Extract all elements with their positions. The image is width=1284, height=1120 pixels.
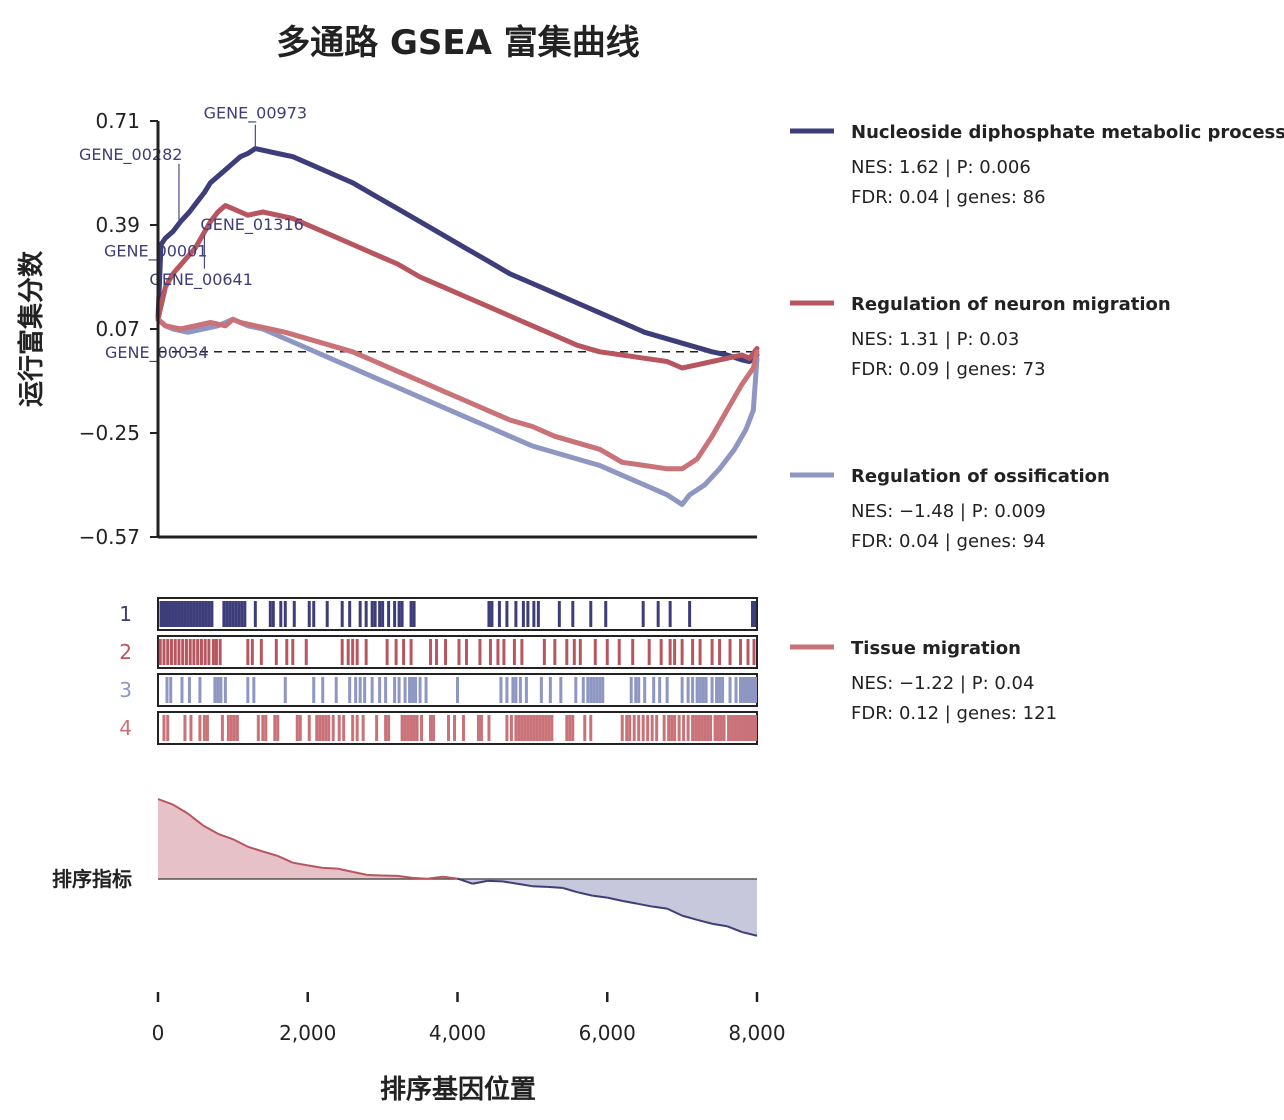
legend-fdr: FDR: 0.04 | genes: 94 <box>851 531 1046 552</box>
metric-outline <box>157 798 174 806</box>
metric-outline <box>262 850 279 857</box>
metric-outline <box>577 891 593 897</box>
y-tick-label: −0.57 <box>79 525 140 549</box>
metric-positive-area <box>158 799 757 879</box>
hit-tracks: 1 2 3 4 <box>119 597 758 745</box>
metric-outline <box>172 803 189 815</box>
legend-nes: NES: 1.31 | P: 0.03 <box>851 329 1019 350</box>
metric-outline <box>681 914 698 921</box>
metric-outline <box>547 885 563 889</box>
series-line-2 <box>155 203 760 371</box>
gene-annotation: GENE_00282 <box>79 145 182 165</box>
metric-outline <box>202 824 219 835</box>
track-label-3: 3 <box>119 678 132 702</box>
metric-outline <box>622 899 638 905</box>
series-line-1 <box>155 146 760 364</box>
metric-outline <box>592 894 608 899</box>
x-tick-label: 2,000 <box>279 1021 336 1045</box>
metric-outline <box>247 845 264 853</box>
legend-nes: NES: −1.22 | P: 0.04 <box>851 673 1034 694</box>
metric-outline <box>637 902 653 908</box>
legend-nes: NES: 1.62 | P: 0.006 <box>851 157 1031 178</box>
metric-outline <box>726 925 743 933</box>
metric-outline <box>457 877 473 885</box>
y-tick-label: 0.39 <box>95 213 140 237</box>
x-tick-label: 6,000 <box>579 1021 636 1045</box>
series-line-4 <box>155 316 760 472</box>
metric-outline <box>187 812 204 827</box>
legend: Nucleoside diphosphate metabolic process… <box>790 122 1284 724</box>
track-label-2: 2 <box>119 640 132 664</box>
y-axis-label: 运行富集分数 <box>16 250 47 407</box>
legend-series-name: Tissue migration <box>851 638 1021 659</box>
x-axis: 0 2,000 4,000 6,000 8,000 <box>152 992 786 1045</box>
gene-annotation: GENE_01316 <box>200 215 303 235</box>
legend-fdr: FDR: 0.12 | genes: 121 <box>851 703 1057 724</box>
legend-fdr: FDR: 0.09 | genes: 73 <box>851 359 1046 380</box>
metric-outline <box>292 861 308 867</box>
series-line-3 <box>155 316 760 507</box>
metric-outline <box>666 907 683 917</box>
x-tick-label: 8,000 <box>728 1021 785 1045</box>
metric-outline <box>307 864 323 869</box>
legend-series-name: Regulation of neuron migration <box>851 294 1171 315</box>
y-tick-label: 0.71 <box>95 109 140 133</box>
metric-outline <box>322 866 338 870</box>
metric-outline <box>472 879 488 885</box>
x-tick-label: 4,000 <box>429 1021 486 1045</box>
metric-outline <box>517 882 533 888</box>
x-tick-label: 0 <box>152 1021 165 1045</box>
metric-outline <box>397 874 413 879</box>
legend-fdr: FDR: 0.04 | genes: 86 <box>851 187 1046 208</box>
metric-outline <box>337 867 353 873</box>
metric-outline <box>367 873 383 877</box>
gene-annotation: GENE_00641 <box>149 270 252 290</box>
metric-outline <box>352 870 368 876</box>
metric-outline <box>652 905 668 910</box>
metric-outline <box>562 886 578 894</box>
track-label-4: 4 <box>119 716 132 740</box>
ranked-metric-panel: 排序指标 <box>52 798 758 937</box>
y-tick-label: −0.25 <box>79 421 140 445</box>
metric-outline <box>427 875 443 880</box>
metric-outline <box>217 832 234 841</box>
x-axis-label: 排序基因位置 <box>380 1074 536 1105</box>
ranked-metric-label: 排序指标 <box>52 867 132 891</box>
enrichment-score-panel: GENE_00973 GENE_00282 GENE_01316 GENE_00641… <box>79 104 760 549</box>
metric-outline <box>532 885 548 888</box>
metric-outline <box>502 880 518 885</box>
metric-outline <box>277 855 294 864</box>
metric-outline <box>487 879 503 883</box>
metric-outline <box>711 922 728 928</box>
chart-title: 多通路 GSEA 富集曲线 <box>276 23 640 63</box>
gene-annotation: GENE_00973 <box>204 104 307 124</box>
metric-outline <box>442 875 458 880</box>
hit-track-1 <box>157 597 758 631</box>
metric-outline <box>607 896 623 902</box>
metric-outline <box>412 876 428 880</box>
legend-series-name: Nucleoside diphosphate metabolic process <box>851 122 1284 143</box>
metric-outline <box>741 931 758 937</box>
metric-outline <box>696 918 713 925</box>
metric-negative-area <box>158 879 757 936</box>
track-label-1: 1 <box>119 602 132 626</box>
legend-nes: NES: −1.48 | P: 0.009 <box>851 501 1046 522</box>
legend-series-name: Regulation of ossification <box>851 466 1110 487</box>
y-tick-label: 0.07 <box>95 317 140 341</box>
metric-outline <box>232 838 249 848</box>
gene-annotation: GENE_00001 <box>104 242 207 262</box>
